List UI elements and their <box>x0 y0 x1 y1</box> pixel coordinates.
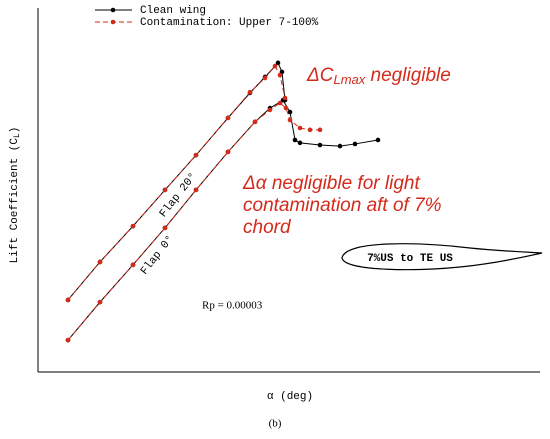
annotation-part: negligible <box>365 65 451 86</box>
annotation: Δα negligible for light <box>242 173 420 194</box>
legend-label: Clean wing <box>140 5 206 17</box>
data-point <box>283 105 289 111</box>
data-point <box>277 72 283 78</box>
legend-marker <box>110 19 116 25</box>
y-axis-label: Lift Coefficient (CL) <box>9 127 22 264</box>
annotation-sub: Lmax <box>333 72 365 87</box>
data-point <box>267 107 273 113</box>
data-point <box>130 223 136 229</box>
data-point <box>162 225 168 231</box>
data-point <box>375 137 381 143</box>
data-point <box>292 137 298 143</box>
data-point <box>287 117 293 123</box>
data-point <box>97 259 103 265</box>
x-axis-label: α (deg) <box>267 391 313 403</box>
data-point <box>317 127 323 133</box>
data-point <box>225 149 231 155</box>
annotation: ΔCLmax negligible <box>306 65 451 87</box>
data-point <box>275 60 281 66</box>
airfoil-label: 7%US to TE US <box>367 253 453 265</box>
y-label-part: Lift Coefficient (C <box>9 138 21 264</box>
data-point <box>65 337 71 343</box>
data-point <box>317 142 323 148</box>
legend-marker <box>110 7 116 13</box>
data-point <box>282 95 288 101</box>
data-point <box>297 125 303 131</box>
annotation: Rp = 0.00003 <box>202 300 263 312</box>
data-point <box>287 109 293 115</box>
data-point <box>307 127 313 133</box>
legend-label: Contamination: Upper 7-100% <box>140 17 319 29</box>
data-point <box>352 141 358 147</box>
data-point <box>262 75 268 81</box>
data-point <box>252 119 258 125</box>
airfoil <box>341 243 543 271</box>
data-point <box>225 115 231 121</box>
data-point <box>97 299 103 305</box>
caption: (b) <box>269 418 282 430</box>
data-point <box>162 187 168 193</box>
data-point <box>193 152 199 158</box>
data-point <box>277 100 283 106</box>
annotation-part: ΔC <box>306 65 334 86</box>
data-point <box>193 187 199 193</box>
annotation: contamination aft of 7% <box>243 195 442 216</box>
data-point <box>337 143 343 149</box>
data-point <box>65 297 71 303</box>
data-point <box>272 63 278 69</box>
annotation: Flap 0° <box>139 234 177 278</box>
annotation: chord <box>243 217 292 238</box>
data-point <box>247 89 253 95</box>
annotation: Flap 20° <box>158 171 200 220</box>
data-point <box>130 262 136 268</box>
y-label-sub: L <box>13 133 22 138</box>
y-label-part: ) <box>9 127 21 134</box>
data-point <box>297 140 303 146</box>
